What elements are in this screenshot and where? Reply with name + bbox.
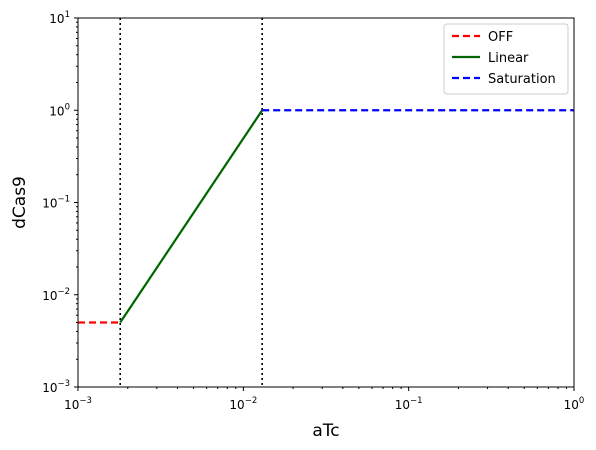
x-axis-label: aTc — [312, 421, 339, 441]
y-tick-label: 100 — [49, 102, 70, 118]
series-lines — [78, 109, 574, 324]
legend-label-off: OFF — [488, 30, 513, 45]
y-tick-label: 101 — [49, 10, 70, 26]
y-tick-label: 10−2 — [42, 287, 70, 303]
y-axis-label: dCas9 — [10, 176, 30, 229]
x-tick-label: 10−2 — [229, 396, 257, 412]
x-tick-label: 10−3 — [64, 396, 92, 412]
x-tick-label: 100 — [564, 396, 585, 412]
legend-label-linear: Linear — [488, 51, 529, 66]
legend-label-saturation: Saturation — [488, 72, 556, 87]
x-axis-ticks: 10−3 10−2 10−1 100 — [64, 387, 584, 412]
y-tick-label: 10−3 — [42, 379, 70, 395]
threshold-lines — [119, 18, 263, 387]
x-tick-label: 10−1 — [395, 396, 423, 412]
legend: OFF Linear Saturation — [443, 23, 569, 95]
y-axis-ticks: 10−3 10−2 10−1 100 101 — [42, 10, 78, 395]
series-line-linear — [119, 109, 264, 324]
legend-box — [443, 23, 569, 95]
y-tick-label: 10−1 — [42, 195, 70, 211]
